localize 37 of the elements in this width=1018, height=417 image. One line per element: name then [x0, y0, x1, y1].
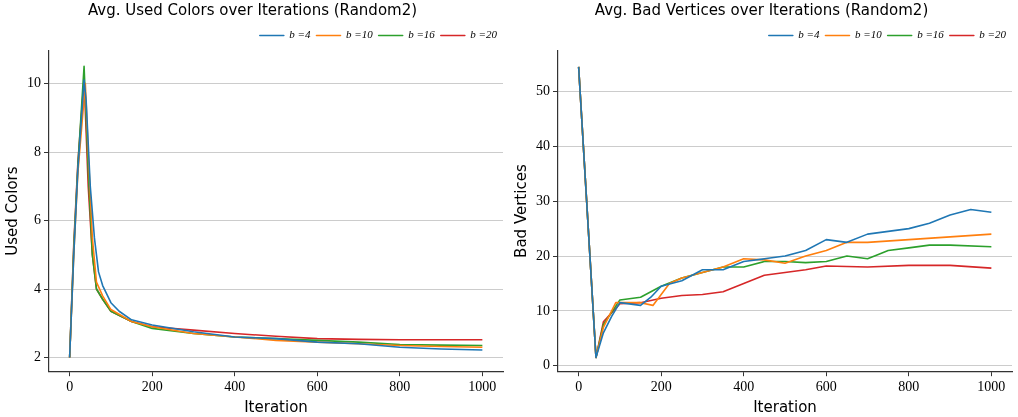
y-tick-label: 8	[34, 143, 41, 159]
legend-label: b =16	[917, 28, 945, 41]
x-axis-title: Iteration	[753, 397, 817, 416]
x-tick-label: 600	[306, 379, 328, 395]
x-axis-title: Iteration	[244, 397, 308, 416]
y-tick-label: 30	[536, 192, 550, 208]
x-tick-label: 400	[224, 379, 246, 395]
x-tick-label: 600	[815, 379, 837, 395]
y-axis-title: Used Colors	[2, 166, 21, 256]
x-tick-label: 800	[898, 379, 920, 395]
legend-label: b =4	[798, 28, 820, 41]
x-tick-label: 0	[575, 379, 583, 395]
legend-label: b =4	[289, 28, 311, 41]
x-tick-label: 1000	[977, 379, 1006, 395]
legend-label: b =16	[408, 28, 436, 41]
x-tick-label: 1000	[468, 379, 497, 395]
y-tick-label: 10	[27, 75, 41, 91]
legend-label: b =20	[470, 28, 498, 41]
legend-label: b =10	[854, 28, 883, 41]
y-tick-label: 40	[536, 138, 550, 154]
y-tick-label: 20	[536, 247, 550, 263]
y-axis-title: Bad Vertices	[511, 164, 530, 258]
legend-label: b =10	[345, 28, 374, 41]
y-tick-label: 2	[34, 349, 41, 365]
x-tick-label: 0	[66, 379, 74, 395]
x-tick-label: 400	[733, 379, 755, 395]
x-tick-label: 200	[650, 379, 672, 395]
y-tick-label: 50	[536, 83, 550, 99]
y-tick-label: 4	[34, 280, 41, 296]
x-tick-label: 800	[389, 379, 411, 395]
x-tick-label: 200	[141, 379, 163, 395]
legend-label: b =20	[979, 28, 1007, 41]
chart-title: Avg. Bad Vertices over Iterations (Random2)	[594, 0, 929, 19]
chart-title: Avg. Used Colors over Iterations (Random2)	[87, 0, 418, 19]
y-tick-label: 10	[536, 302, 550, 318]
y-tick-label: 6	[34, 212, 41, 228]
y-tick-label: 0	[543, 357, 550, 373]
